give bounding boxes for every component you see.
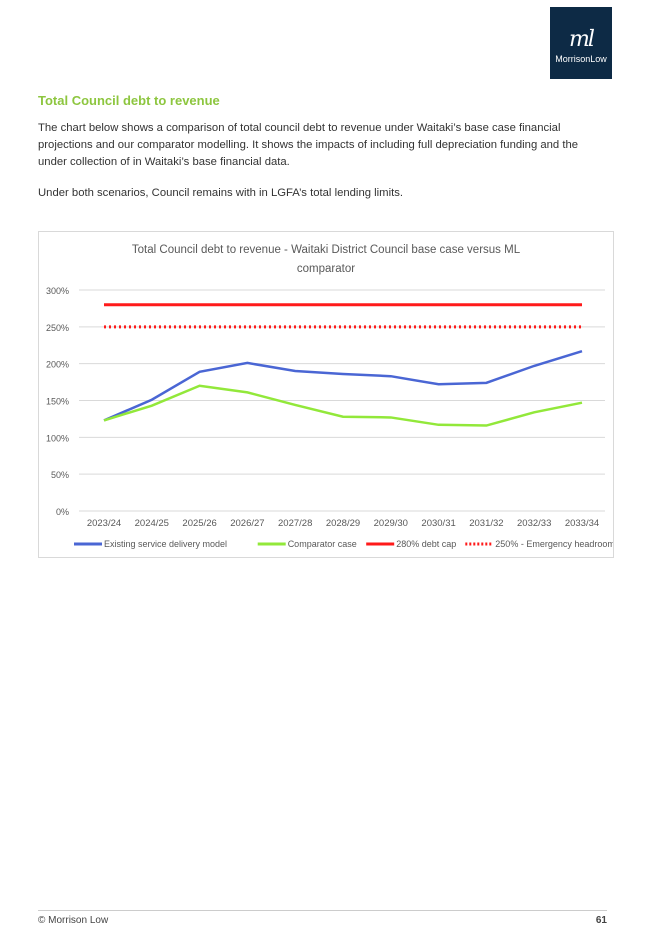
scenario-paragraph: Under both scenarios, Council remains wi…	[38, 187, 404, 199]
legend-label: 280% debt cap	[396, 539, 456, 549]
logo-text: MorrisonLow	[555, 54, 607, 64]
debt-revenue-chart: Total Council debt to revenue - Waitaki …	[38, 231, 615, 558]
legend-label: Comparator case	[288, 539, 357, 549]
series-line-1	[103, 384, 583, 427]
y-tick-label: 0%	[56, 507, 69, 517]
x-tick-label: 2030/31	[421, 518, 455, 529]
morrisonlow-logo: ml MorrisonLow	[550, 7, 612, 79]
y-tick-label: 300%	[46, 286, 69, 296]
x-tick-label: 2029/30	[374, 518, 408, 529]
x-tick-label: 2027/28	[278, 518, 312, 529]
y-tick-label: 100%	[46, 433, 69, 443]
legend-label: Existing service delivery model	[104, 539, 227, 549]
x-tick-label: 2031/32	[469, 518, 503, 529]
x-tick-label: 2026/27	[230, 518, 264, 529]
x-tick-label: 2025/26	[182, 518, 216, 529]
logo-mark-icon: ml	[569, 27, 595, 52]
y-tick-label: 150%	[46, 397, 69, 407]
legend-label: 250% - Emergency headroom	[495, 539, 613, 549]
chart-title-line-2: comparator	[297, 263, 355, 275]
chart-svg: Total Council debt to revenue - Waitaki …	[46, 244, 615, 549]
page-number: 61	[595, 915, 607, 926]
x-tick-label: 2023/24	[87, 518, 121, 529]
footer-copyright: © Morrison Low	[38, 915, 109, 926]
y-tick-label: 200%	[46, 360, 69, 370]
x-tick-label: 2028/29	[326, 518, 360, 529]
x-tick-label: 2032/33	[517, 518, 551, 529]
y-tick-label: 50%	[51, 470, 69, 480]
x-tick-label: 2033/34	[565, 518, 599, 529]
chart-title-line-1: Total Council debt to revenue - Waitaki …	[132, 244, 521, 256]
series-line-0	[103, 349, 583, 422]
x-tick-label: 2024/25	[135, 518, 169, 529]
intro-paragraph: The chart below shows a comparison of to…	[38, 122, 579, 168]
y-tick-label: 250%	[46, 323, 69, 333]
section-heading: Total Council debt to revenue	[38, 93, 220, 108]
page-footer: © Morrison Low 61	[38, 910, 607, 926]
